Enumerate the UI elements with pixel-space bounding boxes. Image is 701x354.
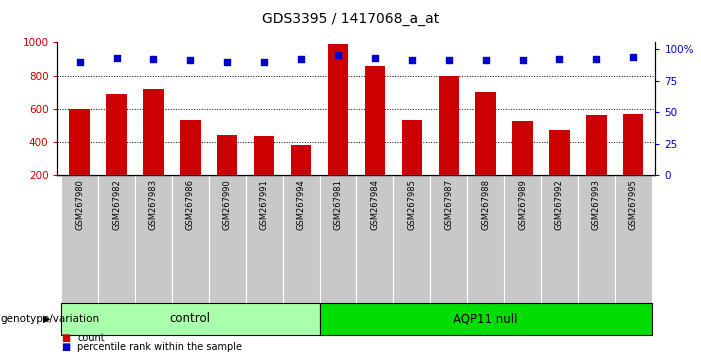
Text: GSM267988: GSM267988 [481,179,490,230]
Point [406,58,417,63]
Bar [365,66,385,209]
Bar [246,175,283,303]
Point [591,56,602,62]
Point [74,59,86,64]
Bar [578,175,615,303]
Text: GSM267984: GSM267984 [370,179,379,230]
Bar [107,94,127,209]
Point [480,58,491,63]
Text: ■: ■ [61,342,70,352]
Point [185,58,196,63]
Bar [320,175,357,303]
Text: control: control [170,312,211,325]
Bar [615,175,652,303]
Bar [180,120,200,209]
Text: GSM267987: GSM267987 [444,179,454,230]
Text: genotype/variation: genotype/variation [1,314,100,324]
Text: percentile rank within the sample: percentile rank within the sample [77,342,242,352]
Text: GSM267995: GSM267995 [629,179,638,230]
Text: GSM267991: GSM267991 [259,179,268,230]
Point [332,53,343,58]
Bar [467,175,504,303]
Text: GSM267989: GSM267989 [518,179,527,230]
Bar [393,175,430,303]
Bar [217,135,238,209]
Bar [320,303,652,335]
Bar [61,303,320,335]
Text: count: count [77,333,104,343]
Text: GSM267981: GSM267981 [334,179,343,230]
Bar [586,115,606,209]
Text: GSM267980: GSM267980 [75,179,84,230]
Text: GSM267982: GSM267982 [112,179,121,230]
Bar [512,121,533,209]
Text: GSM267985: GSM267985 [407,179,416,230]
Bar [172,175,209,303]
Bar [357,175,393,303]
Point [517,58,528,63]
Bar [504,175,541,303]
Text: ▶: ▶ [43,314,50,324]
Text: GSM267986: GSM267986 [186,179,195,230]
Bar [61,175,98,303]
Text: GSM267993: GSM267993 [592,179,601,230]
Point [296,56,307,62]
Text: GSM267992: GSM267992 [555,179,564,230]
Text: AQP11 null: AQP11 null [454,312,518,325]
Bar [209,175,246,303]
Bar [430,175,467,303]
Point [111,55,122,61]
Bar [439,76,459,209]
Bar [328,44,348,209]
Bar [283,175,320,303]
Point [627,54,639,59]
Bar [475,92,496,209]
Text: GSM267990: GSM267990 [223,179,232,230]
Point [222,59,233,64]
Bar [623,114,644,209]
Bar [550,130,570,209]
Point [259,59,270,64]
Bar [135,175,172,303]
Text: ■: ■ [61,333,70,343]
Point [148,56,159,62]
Bar [98,175,135,303]
Text: GSM267983: GSM267983 [149,179,158,230]
Bar [69,109,90,209]
Point [443,58,454,63]
Point [554,56,565,62]
Point [369,55,381,61]
Bar [291,145,311,209]
Bar [402,120,422,209]
Text: GDS3395 / 1417068_a_at: GDS3395 / 1417068_a_at [262,12,439,27]
Bar [254,136,274,209]
Text: GSM267994: GSM267994 [297,179,306,230]
Bar [143,89,163,209]
Bar [541,175,578,303]
